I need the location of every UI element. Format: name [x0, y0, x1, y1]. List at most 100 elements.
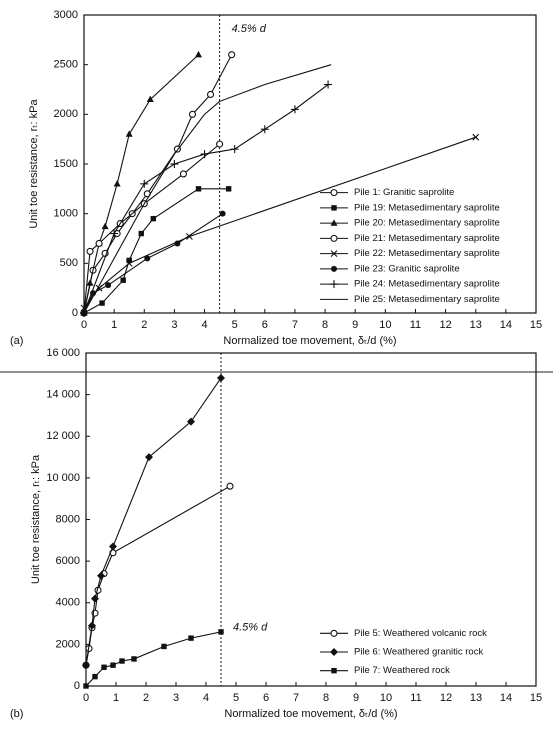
legend-label: Pile 19: Metasedimentary saprolite — [354, 202, 500, 213]
legend-label: Pile 6: Weathered granitic rock — [354, 647, 483, 658]
marker — [86, 279, 94, 286]
marker — [170, 160, 179, 168]
y-axis-label: Unit toe resistance, rₜ: kPa — [28, 99, 40, 229]
x-tick-label: 10 — [379, 319, 391, 331]
legend-label: Pile 22: Metasedimentary saprolite — [354, 248, 500, 259]
marker — [330, 234, 338, 242]
marker — [110, 662, 116, 668]
marker — [330, 219, 338, 226]
marker — [101, 664, 107, 670]
x-tick-label: 7 — [293, 692, 299, 704]
marker — [140, 179, 149, 188]
plot-frame — [83, 14, 537, 314]
panel-label: (a) — [10, 335, 23, 347]
x-tick-label: 5 — [233, 692, 239, 704]
legend-label: Pile 21: Metasedimentary saprolite — [354, 233, 500, 244]
legend-label: Pile 5: Weathered volcanic rock — [354, 628, 487, 639]
x-tick-label: 1 — [111, 319, 117, 331]
marker — [230, 145, 239, 154]
marker — [120, 277, 126, 283]
marker — [91, 594, 99, 603]
x-tick-label: 12 — [439, 319, 451, 331]
y-tick-label: 8000 — [56, 513, 80, 525]
legend-label: Pile 23: Granitic saprolite — [354, 263, 460, 274]
y-tick-label: 2000 — [54, 108, 78, 120]
legend-label: Pile 1: Granitic saprolite — [354, 187, 454, 198]
y-tick-label: 6000 — [56, 555, 80, 567]
y-tick-label: 4000 — [56, 597, 80, 609]
annotation: 4.5% d — [232, 23, 267, 35]
y-tick-label: 3000 — [54, 9, 78, 21]
x-tick-label: 2 — [143, 692, 149, 704]
marker — [219, 210, 226, 217]
x-tick-label: 2 — [141, 319, 147, 331]
series — [83, 629, 224, 689]
x-tick-label: 6 — [262, 319, 268, 331]
marker — [161, 643, 167, 650]
marker — [125, 259, 133, 267]
marker — [216, 140, 224, 148]
legend-label: Pile 25: Metasedimentary saprolite — [354, 294, 500, 305]
x-tick-label: 11 — [410, 319, 421, 331]
marker — [218, 629, 224, 635]
marker — [144, 255, 151, 262]
x-tick-label: 14 — [500, 692, 512, 704]
annotation: 4.5% d — [233, 622, 268, 634]
series — [83, 64, 332, 314]
y-tick-label: 2500 — [54, 59, 78, 71]
marker — [331, 205, 337, 211]
marker — [82, 661, 90, 670]
y-tick-label: 0 — [74, 680, 80, 692]
marker — [109, 542, 117, 551]
x-tick-label: 4 — [201, 319, 207, 331]
marker — [330, 629, 338, 637]
x-tick-label: 8 — [323, 692, 329, 704]
marker — [330, 250, 338, 258]
marker — [105, 282, 112, 289]
marker — [110, 229, 119, 238]
marker — [179, 170, 187, 178]
x-tick-label: 5 — [232, 319, 238, 331]
marker — [195, 50, 203, 58]
y-tick-label: 1500 — [54, 158, 78, 170]
marker — [331, 265, 337, 272]
series-line — [85, 631, 222, 687]
series-line — [85, 485, 231, 666]
marker — [330, 280, 338, 289]
series-line — [85, 377, 222, 666]
x-axis-label: Normalized toe movement, δₜ/d (%) — [223, 335, 396, 347]
marker — [330, 189, 338, 197]
marker — [228, 51, 236, 59]
x-tick-label: 9 — [352, 319, 358, 331]
panel-label: (b) — [10, 708, 23, 720]
x-tick-label: 15 — [530, 692, 542, 704]
marker — [119, 658, 125, 664]
marker — [200, 150, 209, 159]
legend: Pile 1: Granitic saprolite Pile 19: Metas… — [320, 187, 500, 305]
marker — [95, 239, 103, 248]
marker — [92, 673, 98, 680]
y-tick-label: 1000 — [54, 208, 78, 220]
marker — [330, 648, 338, 656]
series-line — [83, 54, 233, 314]
legend-label: Pile 20: Metasedimentary saprolite — [354, 218, 500, 229]
series — [80, 80, 333, 317]
x-tick-label: 0 — [81, 319, 87, 331]
legend: Pile 5: Weathered volcanic rock Pile 6: W… — [320, 628, 487, 676]
marker — [331, 667, 337, 674]
y-axis-label: Unit toe resistance, rₜ: kPa — [30, 454, 42, 584]
marker-stroke — [472, 133, 480, 141]
marker — [290, 105, 299, 114]
marker — [226, 482, 234, 490]
marker — [125, 130, 133, 137]
y-tick-label: 16 000 — [46, 347, 80, 359]
x-tick-label: 8 — [322, 319, 328, 331]
marker — [88, 621, 96, 630]
x-tick-label: 15 — [530, 319, 542, 331]
marker — [260, 125, 269, 134]
marker — [83, 683, 89, 689]
x-axis-label: Normalized toe movement, δₜ/d (%) — [224, 708, 397, 720]
series-line — [83, 64, 332, 314]
series — [81, 210, 226, 316]
series — [82, 373, 225, 670]
